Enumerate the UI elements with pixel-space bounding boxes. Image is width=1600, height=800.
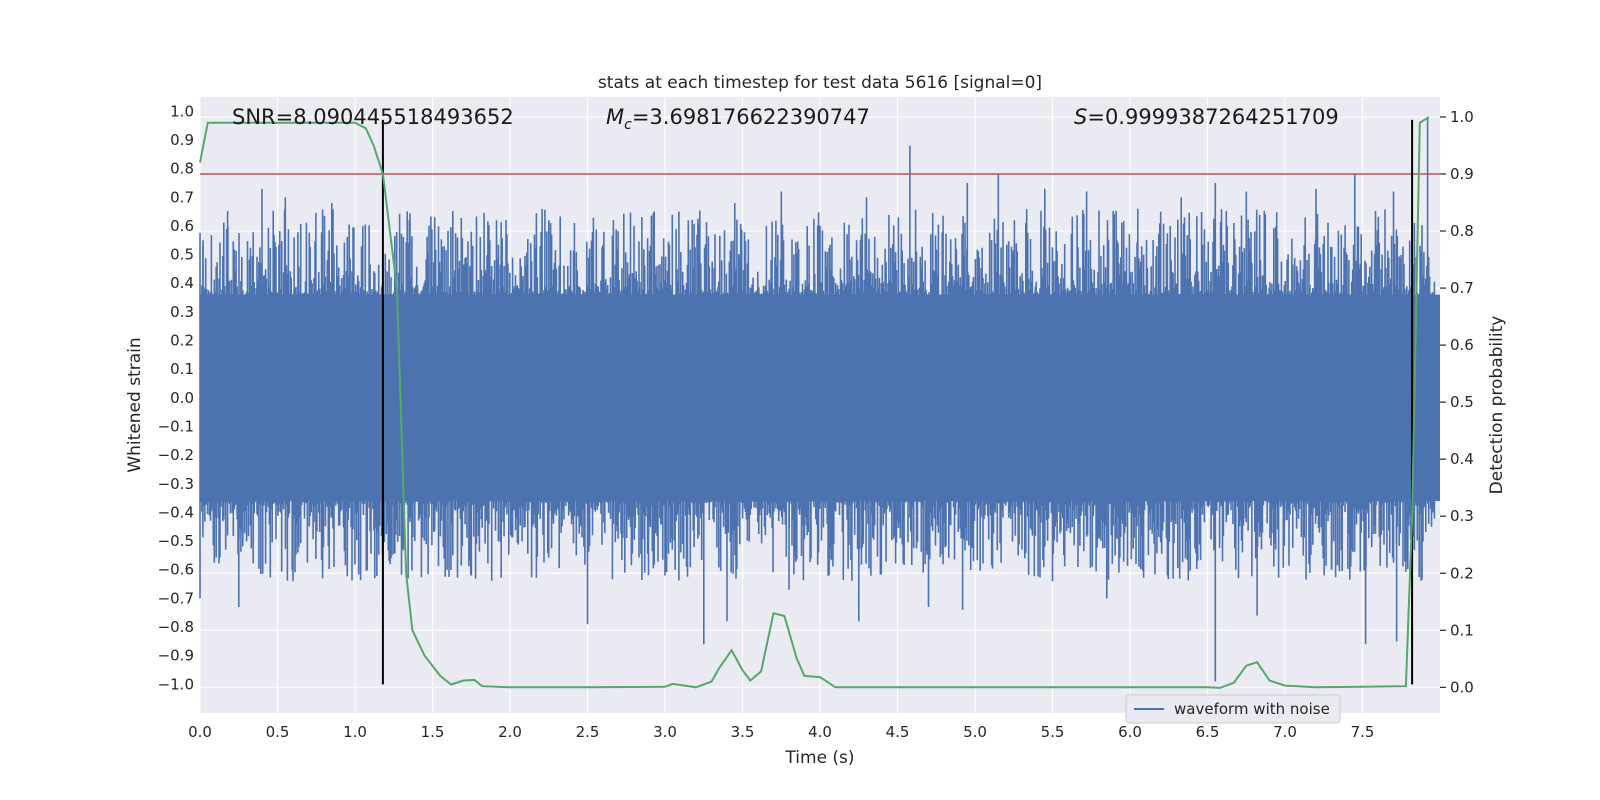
x-tick-label: 6.5 xyxy=(1196,723,1220,741)
y2-axis-ticks: 1.0 0.9 0.8 0.7 0.6 0.5 0.4 0.3 0.2 0.1 0.0 xyxy=(1440,108,1474,696)
y-tick-label: −0.4 xyxy=(158,503,194,521)
legend: waveform with noise xyxy=(1125,694,1341,724)
y-tick-label: −0.6 xyxy=(158,561,194,579)
y-tick-label: −0.7 xyxy=(158,589,194,607)
score-value: =0.9999387264251709 xyxy=(1087,105,1338,129)
x-tick-label: 5.0 xyxy=(963,723,987,741)
y-tick-label: 0.7 xyxy=(170,188,194,206)
chirp-mass-value: =3.698176622390747 xyxy=(632,105,870,129)
snr-annotation: SNR=8.090445518493652 xyxy=(232,105,514,129)
probability-series-line xyxy=(199,116,1430,689)
chirp-mass-subscript: c xyxy=(624,117,632,133)
y-tick-label: 0.2 xyxy=(170,332,194,350)
y2-axis-label: Detection probability xyxy=(1487,316,1507,495)
y2-tick-label: 0.8 xyxy=(1450,222,1474,240)
y2-tick-label: 1.0 xyxy=(1450,108,1474,126)
y-tick-label: 0.9 xyxy=(170,131,194,149)
y-tick-label: −0.5 xyxy=(158,532,194,550)
y-tick-label: 0.8 xyxy=(170,160,194,178)
x-tick-label: 2.5 xyxy=(576,723,600,741)
y2-tick-label: 0.2 xyxy=(1450,564,1474,582)
y-tick-label: −0.3 xyxy=(158,475,194,493)
score-symbol: S xyxy=(1074,105,1087,129)
x-tick-label: 0.0 xyxy=(188,723,212,741)
y-tick-label: 0.1 xyxy=(170,360,194,378)
y-tick-label: 0.3 xyxy=(170,303,194,321)
y2-tick-label: 0.9 xyxy=(1450,165,1474,183)
x-axis-label: Time (s) xyxy=(784,748,854,768)
y-tick-label: 0.0 xyxy=(170,389,194,407)
y2-tick-label: 0.7 xyxy=(1450,279,1474,297)
y2-tick-label: 0.3 xyxy=(1450,507,1474,525)
waveform-series xyxy=(199,117,1440,682)
x-tick-label: 7.5 xyxy=(1351,723,1375,741)
y-tick-label: 0.6 xyxy=(170,217,194,235)
score-annotation: S=0.9999387264251709 xyxy=(1074,105,1339,129)
x-tick-label: 0.5 xyxy=(266,723,290,741)
y-tick-label: −0.2 xyxy=(158,446,194,464)
y-tick-label: 1.0 xyxy=(170,102,194,120)
chart-title: stats at each timestep for test data 561… xyxy=(598,73,1042,93)
x-tick-label: 1.0 xyxy=(343,723,367,741)
y-tick-label: −1.0 xyxy=(158,675,194,693)
x-tick-label: 6.0 xyxy=(1118,723,1142,741)
legend-label: waveform with noise xyxy=(1174,700,1330,718)
x-tick-label: 7.0 xyxy=(1273,723,1297,741)
x-tick-label: 3.0 xyxy=(653,723,677,741)
y-axis-ticks: 1.0 0.9 0.8 0.7 0.6 0.5 0.4 0.3 0.2 0.1 0.0 −0.1 −0.… xyxy=(158,102,194,693)
waveform-spikes xyxy=(199,117,1436,682)
y-tick-label: −0.8 xyxy=(158,618,194,636)
x-axis-ticks: 0.0 0.5 1.0 1.5 2.0 2.5 3.0 3.5 4.0 4.5 5.0 5.5 6.0 6… xyxy=(188,723,1374,741)
y-tick-label: 0.4 xyxy=(170,274,194,292)
y2-tick-label: 0.5 xyxy=(1450,393,1474,411)
y2-tick-label: 0.4 xyxy=(1450,450,1474,468)
chirp-mass-annotation: Mc=3.698176622390747 xyxy=(606,105,870,133)
y2-tick-label: 0.1 xyxy=(1450,621,1474,639)
y-tick-label: 0.5 xyxy=(170,246,194,264)
x-tick-label: 2.0 xyxy=(498,723,522,741)
x-tick-label: 4.5 xyxy=(886,723,910,741)
y-tick-label: −0.9 xyxy=(158,647,194,665)
x-tick-label: 5.5 xyxy=(1041,723,1065,741)
y-tick-label: −0.1 xyxy=(158,417,194,435)
y2-tick-label: 0.0 xyxy=(1450,678,1474,696)
chirp-mass-symbol: M xyxy=(606,105,624,129)
x-tick-label: 1.5 xyxy=(421,723,445,741)
x-tick-label: 4.0 xyxy=(808,723,832,741)
y-axis-label: Whitened strain xyxy=(125,337,145,472)
legend-box xyxy=(1125,694,1341,724)
x-tick-label: 3.5 xyxy=(731,723,755,741)
vlines xyxy=(381,119,1414,685)
y2-tick-label: 0.6 xyxy=(1450,336,1474,354)
